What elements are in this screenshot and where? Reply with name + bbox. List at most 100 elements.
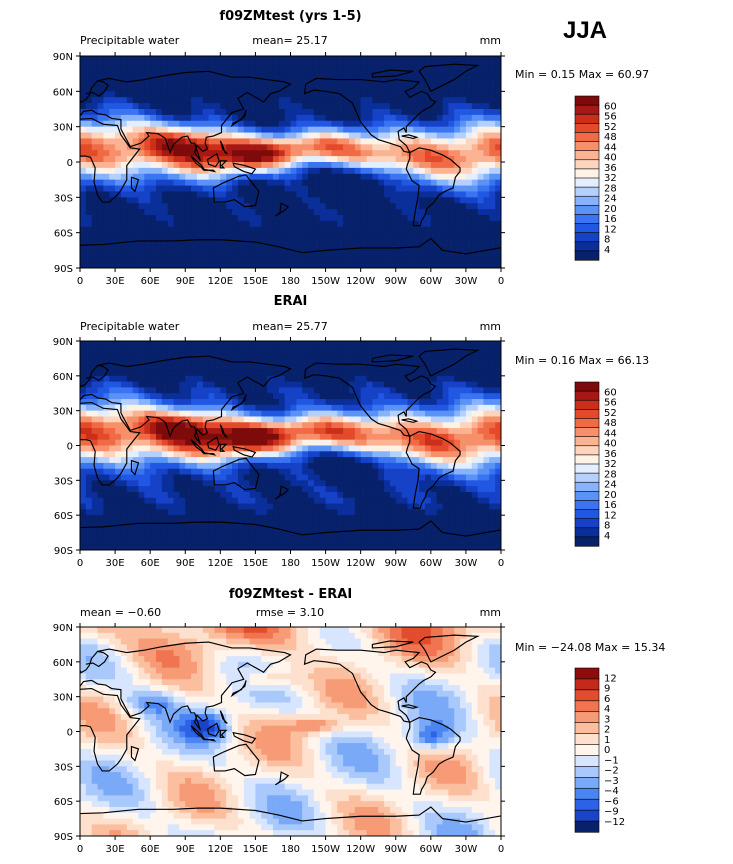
map-field xyxy=(80,56,501,268)
colorbar-box xyxy=(574,205,600,216)
colorbar-label: 16 xyxy=(604,500,617,511)
y-tick-label: 90S xyxy=(54,546,73,557)
colorbar-box xyxy=(574,95,600,106)
colorbar-label: 4 xyxy=(604,245,610,256)
colorbar-label: 16 xyxy=(604,214,617,225)
colorbar-label: 52 xyxy=(604,122,617,133)
colorbar-box xyxy=(574,733,600,746)
y-tick-label: 30N xyxy=(53,407,73,418)
colorbar-label: 4 xyxy=(604,531,610,542)
colorbar-box xyxy=(574,195,600,206)
colorbar-box xyxy=(574,232,600,243)
x-tick-label: 150E xyxy=(243,844,268,855)
panel-left-label: mean = −0.60 xyxy=(80,606,161,619)
colorbar-label: 44 xyxy=(604,428,617,439)
x-tick-label: 90W xyxy=(384,558,407,569)
y-tick-label: 90S xyxy=(54,832,73,843)
x-tick-label: 180 xyxy=(281,844,300,855)
colorbar-box xyxy=(574,744,600,757)
colorbar-label: 56 xyxy=(604,112,617,123)
colorbar-box xyxy=(574,427,600,438)
panel-center-label: mean= 25.77 xyxy=(252,320,327,333)
colorbar-label: 48 xyxy=(604,132,617,143)
y-tick-label: 0 xyxy=(67,442,73,453)
x-tick-label: 150E xyxy=(243,276,268,287)
colorbar-label: −2 xyxy=(604,766,619,777)
colorbar-label: 4 xyxy=(604,704,610,715)
x-tick-label: 150W xyxy=(311,276,340,287)
map-field xyxy=(80,627,501,836)
colorbar-box xyxy=(574,667,600,680)
x-tick-label: 0 xyxy=(77,558,83,569)
colorbar-label: 60 xyxy=(604,101,617,112)
x-tick-label: 180 xyxy=(281,558,300,569)
y-tick-label: 30N xyxy=(53,693,73,704)
colorbar-box xyxy=(574,472,600,483)
colorbar-label: 36 xyxy=(604,449,617,460)
colorbar-label: 9 xyxy=(604,684,610,695)
colorbar-label: 2 xyxy=(604,725,610,736)
colorbar-box xyxy=(574,132,600,143)
colorbar-box xyxy=(574,250,600,261)
panel-units: mm xyxy=(480,320,501,333)
colorbar-box xyxy=(574,766,600,778)
colorbar-box xyxy=(574,689,600,702)
colorbar-label: 56 xyxy=(604,398,617,409)
panel-title: f09ZMtest - ERAI xyxy=(229,587,352,602)
x-tick-label: 30W xyxy=(455,844,478,855)
x-tick-label: 60E xyxy=(141,844,160,855)
x-tick-label: 0 xyxy=(498,276,504,287)
y-tick-label: 90N xyxy=(53,623,73,634)
x-tick-label: 90W xyxy=(384,844,407,855)
x-tick-label: 60W xyxy=(420,844,443,855)
panel-2: ERAI Precipitable water mean= 25.77 mm Min =… xyxy=(53,294,649,569)
x-tick-label: 60E xyxy=(141,558,160,569)
colorbar-label: −9 xyxy=(604,807,619,818)
x-tick-label: 30W xyxy=(455,276,478,287)
colorbar-label: 48 xyxy=(604,418,617,429)
colorbar-box xyxy=(574,777,600,789)
colorbar-label: 36 xyxy=(604,163,617,174)
x-tick-label: 0 xyxy=(498,844,504,855)
colorbar-box xyxy=(574,463,600,474)
panel-1: f09ZMtest (yrs 1-5) Precipitable water mea… xyxy=(53,9,649,287)
colorbar-box xyxy=(574,755,600,767)
y-tick-label: 0 xyxy=(67,728,73,739)
colorbar-label: 52 xyxy=(604,408,617,419)
y-tick-label: 90N xyxy=(53,337,73,348)
x-tick-label: 180 xyxy=(281,276,300,287)
x-tick-label: 120E xyxy=(208,558,233,569)
colorbar-label: 12 xyxy=(604,673,617,684)
x-tick-label: 150W xyxy=(311,844,340,855)
colorbar-label: 60 xyxy=(604,387,617,398)
colorbar-box xyxy=(574,159,600,170)
x-tick-label: 30E xyxy=(106,558,125,569)
panel-left-label: Precipitable water xyxy=(80,320,180,333)
colorbar-label: 24 xyxy=(604,480,617,491)
y-tick-label: 30S xyxy=(54,193,73,204)
colorbar-box xyxy=(574,798,600,811)
x-tick-label: 0 xyxy=(77,844,83,855)
colorbar-label: −12 xyxy=(604,817,625,828)
y-tick-label: 60N xyxy=(53,658,73,669)
x-tick-label: 60E xyxy=(141,276,160,287)
colorbar-label: −3 xyxy=(604,776,619,787)
colorbar-box xyxy=(574,150,600,161)
colorbar-box xyxy=(574,123,600,134)
x-tick-label: 120E xyxy=(208,276,233,287)
colorbar-label: 32 xyxy=(604,459,617,470)
season-label: JJA xyxy=(563,17,607,44)
colorbar-label: 3 xyxy=(604,714,610,725)
colorbar-label: 8 xyxy=(604,521,610,532)
colorbar-box xyxy=(574,390,600,401)
colorbar-box xyxy=(574,381,600,392)
colorbar-box xyxy=(574,527,600,538)
x-tick-label: 30W xyxy=(455,558,478,569)
colorbar-box xyxy=(574,787,600,800)
colorbar-box xyxy=(574,481,600,492)
y-tick-label: 90N xyxy=(53,52,73,63)
